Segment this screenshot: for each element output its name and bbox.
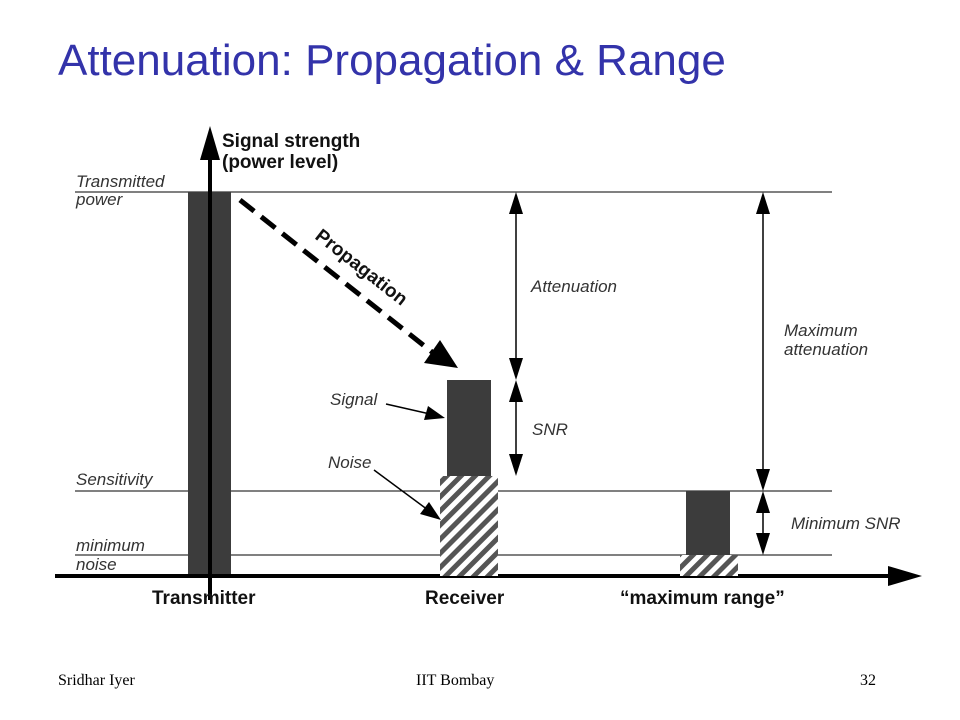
snr-label: SNR — [532, 420, 568, 439]
slide-title: Attenuation: Propagation & Range — [58, 36, 726, 85]
footer-author: Sridhar Iyer — [58, 672, 135, 689]
transmitted-power-label-line2: power — [75, 190, 124, 209]
max-range-noise-bar — [680, 555, 738, 576]
propagation-arrow — [238, 198, 434, 354]
transmitter-label: Transmitter — [152, 588, 256, 609]
snr-arrow-bottom — [509, 454, 523, 476]
max-attenuation-arrow-bottom — [756, 469, 770, 491]
attenuation-label: Attenuation — [530, 277, 617, 296]
sensitivity-label: Sensitivity — [76, 470, 154, 489]
minimum-noise-label-line2: noise — [76, 555, 117, 574]
transmitted-power-label-line1: Transmitted — [76, 172, 165, 191]
max-attenuation-arrow-top — [756, 192, 770, 214]
y-axis-label-line1: Signal strength — [222, 131, 360, 152]
signal-pointer — [385, 403, 431, 415]
footer-institution: IIT Bombay — [416, 672, 495, 689]
noise-pointer — [373, 469, 429, 511]
propagation-arrowhead — [424, 340, 458, 368]
signal-label: Signal — [330, 390, 378, 409]
receiver-label: Receiver — [425, 588, 505, 609]
footer-page-number: 32 — [860, 672, 876, 689]
minimum-noise-label-line1: minimum — [76, 536, 145, 555]
x-axis-arrowhead — [888, 566, 922, 586]
signal-pointer-head — [424, 406, 445, 420]
snr-arrow-top — [509, 380, 523, 402]
min-snr-arrow-bottom — [756, 533, 770, 555]
maximum-range-label: “maximum range” — [620, 588, 785, 609]
noise-pointer-head — [420, 502, 441, 520]
maximum-attenuation-label-line2: attenuation — [784, 340, 868, 359]
minimum-snr-label: Minimum SNR — [791, 514, 901, 533]
receiver-signal-bar — [447, 380, 491, 476]
y-axis-label-line2: (power level) — [222, 152, 338, 173]
attenuation-arrow-bottom — [509, 358, 523, 380]
max-range-signal-bar — [686, 491, 730, 555]
receiver-noise-bar — [440, 476, 498, 576]
maximum-attenuation-label-line1: Maximum — [784, 321, 858, 340]
noise-label: Noise — [328, 453, 371, 472]
attenuation-arrow-top — [509, 192, 523, 214]
min-snr-arrow-top — [756, 491, 770, 513]
attenuation-diagram: Signal strength (power level) Transmitte… — [55, 126, 922, 609]
y-axis-arrowhead — [200, 126, 220, 160]
